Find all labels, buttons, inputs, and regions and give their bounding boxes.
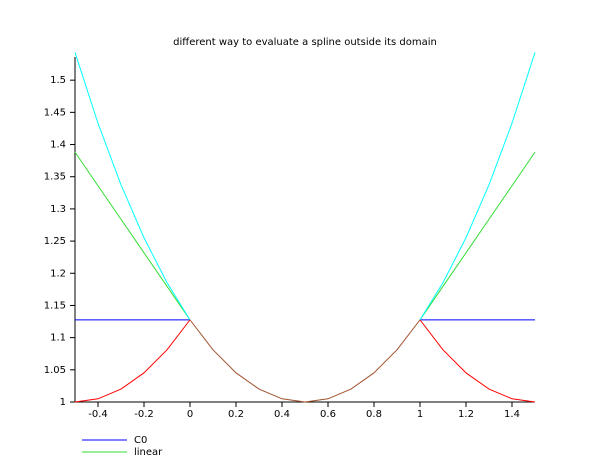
y-tick-label: 1.05 xyxy=(44,365,66,376)
y-tick-label: 1.1 xyxy=(50,333,66,344)
series-line xyxy=(74,319,536,403)
y-tick-label: 1.4 xyxy=(50,140,66,151)
chart-title: different way to evaluate a spline outsi… xyxy=(173,37,437,48)
series-line xyxy=(74,151,536,321)
x-tick-label: 1 xyxy=(417,409,423,420)
legend-label: C0 xyxy=(134,435,147,446)
series-line xyxy=(189,319,421,403)
y-tick-label: 1.5 xyxy=(50,75,66,86)
x-tick-label: 0.4 xyxy=(274,409,290,420)
x-tick-label: 0 xyxy=(187,409,193,420)
x-tick-label: -0.2 xyxy=(134,409,154,420)
y-tick-label: 1.15 xyxy=(44,300,66,311)
x-tick-label: 0.8 xyxy=(366,409,382,420)
y-tick-label: 1 xyxy=(60,397,66,408)
x-tick-label: 0.2 xyxy=(228,409,244,420)
y-tick-label: 1.25 xyxy=(44,236,66,247)
legend-label: linear xyxy=(134,447,163,458)
y-tick-label: 1.45 xyxy=(44,107,66,118)
series-line xyxy=(74,52,536,321)
y-tick-label: 1.35 xyxy=(44,172,66,183)
x-tick-label: 0.6 xyxy=(320,409,336,420)
x-tick-label: 1.2 xyxy=(458,409,474,420)
y-tick-label: 1.2 xyxy=(50,268,66,279)
x-tick-label: -0.4 xyxy=(88,409,108,420)
y-tick-label: 1.3 xyxy=(50,204,66,215)
x-tick-label: 1.4 xyxy=(504,409,520,420)
